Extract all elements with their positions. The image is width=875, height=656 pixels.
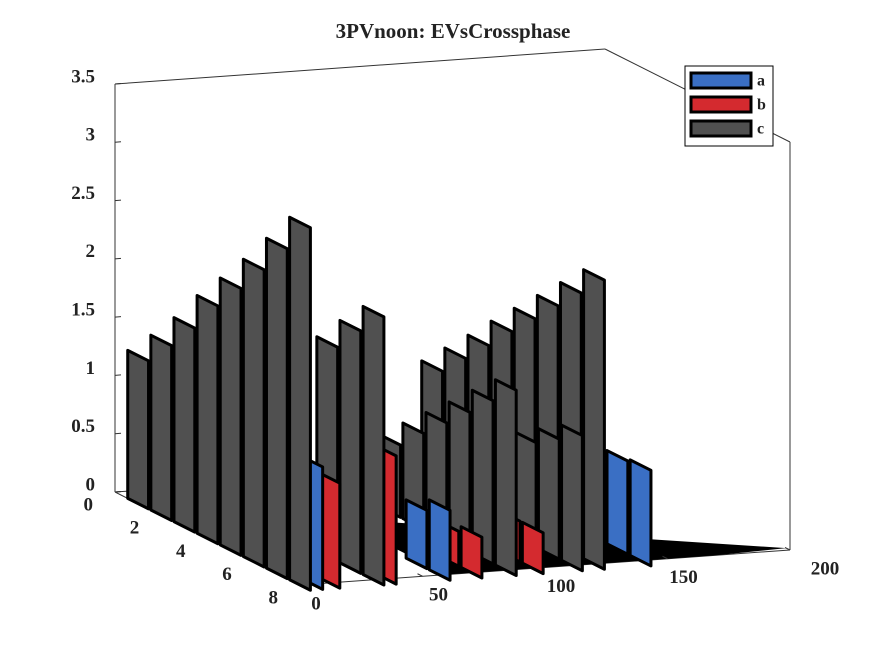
y-tick-label: 6: [222, 564, 232, 585]
bars: [126, 215, 653, 592]
x-tick-label: 150: [669, 567, 698, 588]
z-tick: [114, 199, 122, 202]
z-tick: [114, 257, 122, 260]
y-tick-label: 0: [84, 494, 94, 515]
bar: [628, 458, 653, 568]
z-tick: [114, 316, 122, 318]
bar: [149, 333, 174, 522]
legend-swatch: [689, 95, 753, 114]
bar: [427, 498, 452, 582]
bar: [172, 316, 197, 534]
bar: [470, 388, 495, 566]
bar: [536, 427, 561, 561]
bar: [582, 268, 606, 571]
y-tick-label: 8: [269, 587, 279, 608]
bar: [218, 276, 243, 557]
bar: [459, 525, 484, 580]
z-tick-label: 3: [86, 125, 96, 146]
x-tick-label: 200: [811, 558, 840, 579]
bar: [126, 348, 151, 511]
bar: [560, 423, 584, 573]
x-tick-label: 0: [311, 593, 321, 614]
bar: [605, 449, 630, 556]
bar: [361, 304, 386, 587]
legend-swatch: [689, 71, 753, 90]
z-tick-label: 3.5: [71, 66, 95, 87]
y-tick-label: 4: [176, 541, 186, 562]
z-tick-label: 0: [86, 474, 96, 495]
z-tick-label: 2: [86, 241, 96, 262]
y-tick-label: 2: [130, 518, 140, 539]
x-tick-label: 50: [429, 585, 448, 606]
x-tick: [784, 547, 791, 551]
z-tick-label: 0.5: [71, 416, 95, 437]
bar: [288, 215, 312, 592]
z-tick: [114, 141, 122, 143]
z-tick-label: 2.5: [71, 183, 95, 204]
x-tick-label: 100: [547, 576, 576, 597]
legend-label: b: [757, 97, 766, 114]
bar: [493, 378, 518, 578]
x-tick: [662, 555, 668, 560]
x-tick: [417, 573, 423, 577]
z-tick: [114, 432, 122, 435]
z-tick-label: 1.5: [71, 300, 95, 321]
legend-swatch: [689, 119, 753, 138]
bar: [195, 293, 220, 546]
legend: abc: [684, 65, 774, 147]
bar: [338, 318, 363, 575]
bar: [520, 520, 545, 576]
chart-title: 3PVnoon: EVsCrossphase: [336, 19, 571, 43]
legend-label: c: [757, 121, 764, 138]
bar: [404, 498, 429, 571]
bar: [241, 257, 266, 569]
legend-label: a: [757, 73, 765, 90]
z-tick: [114, 83, 122, 85]
z-tick-label: 1: [86, 358, 96, 379]
axis-line: [114, 48, 606, 85]
bar: [264, 236, 289, 581]
z-tick: [114, 374, 122, 376]
